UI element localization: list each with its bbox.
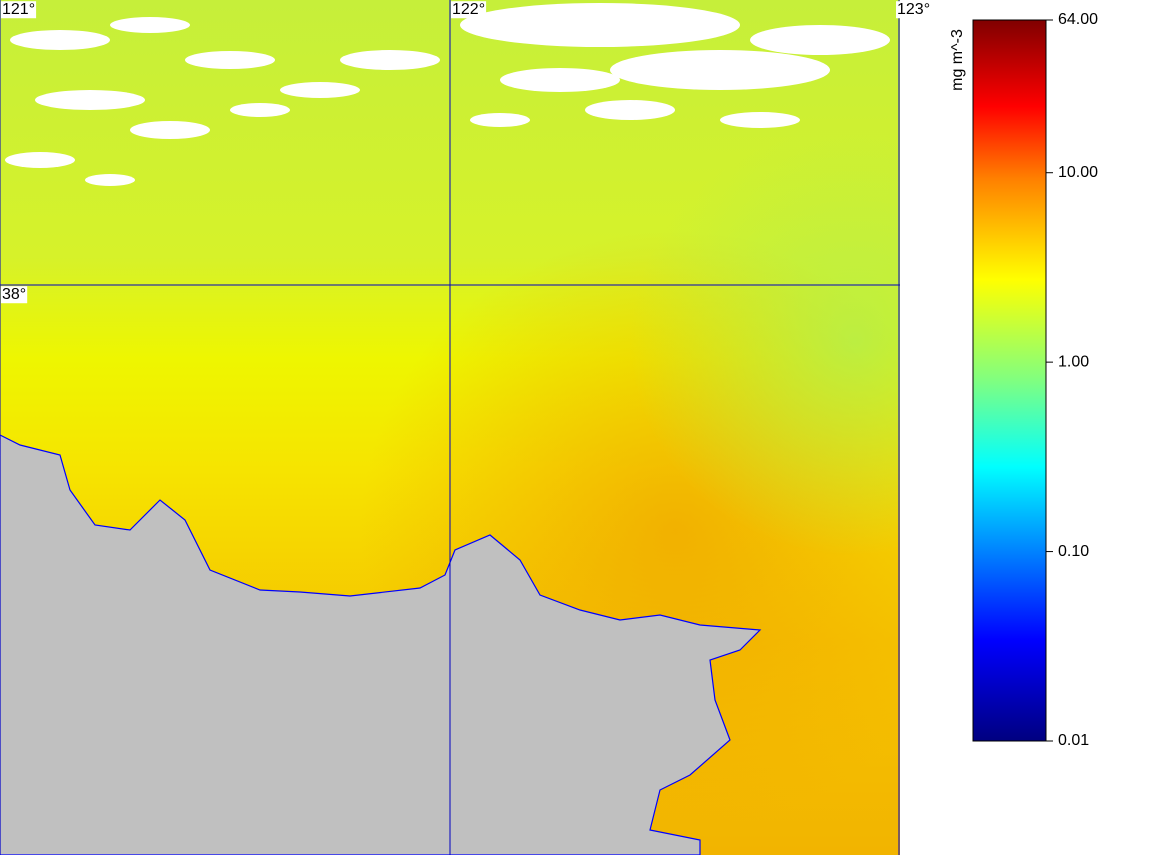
- label-background: [1, 286, 28, 304]
- colorbar-tick-label: 0.10: [1058, 543, 1089, 560]
- latitude-label: 38°: [2, 286, 26, 303]
- colorbar-tick-label: 64.00: [1058, 11, 1098, 28]
- longitude-label: 123°: [897, 1, 930, 18]
- colorbar-unit: mg m^-3: [949, 29, 966, 91]
- cloud-mask: [5, 3, 890, 186]
- land: [0, 434, 762, 855]
- colorbar-tick-label: 10.00: [1058, 164, 1098, 181]
- colorbar-tick-label: 1.00: [1058, 353, 1089, 370]
- longitude-label: 121°: [2, 1, 35, 18]
- colorbar-tick-label: 0.01: [1058, 732, 1089, 749]
- label-background: [451, 1, 487, 19]
- longitude-label: 122°: [452, 1, 485, 18]
- colorbar: [972, 19, 1047, 742]
- label-background: [896, 1, 932, 19]
- label-background: [1, 1, 37, 19]
